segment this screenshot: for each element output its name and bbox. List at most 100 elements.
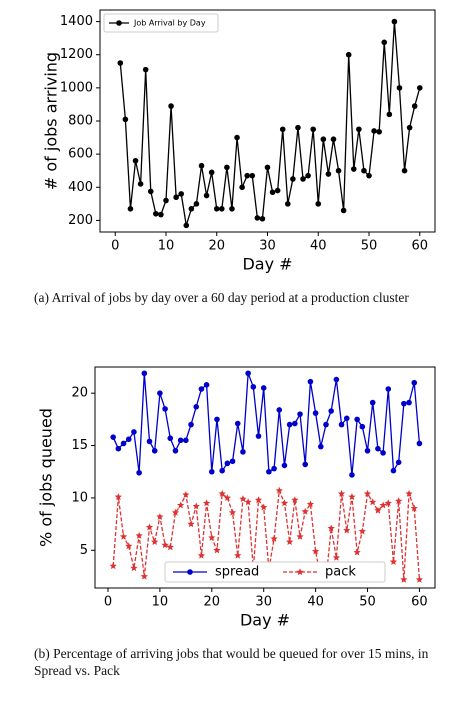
marker bbox=[356, 126, 362, 133]
y-tick-label: 5 bbox=[80, 543, 88, 558]
marker bbox=[348, 493, 356, 500]
marker bbox=[245, 370, 251, 377]
marker bbox=[234, 420, 241, 427]
marker bbox=[145, 523, 154, 531]
marker bbox=[183, 437, 189, 444]
plot-frame bbox=[94, 366, 436, 589]
marker bbox=[338, 421, 345, 428]
marker bbox=[391, 18, 398, 25]
marker bbox=[213, 206, 220, 212]
marker bbox=[332, 553, 340, 561]
marker bbox=[259, 215, 266, 222]
y-tick-label: 1000 bbox=[60, 80, 93, 95]
marker bbox=[375, 445, 381, 452]
marker bbox=[173, 194, 179, 201]
marker bbox=[274, 187, 281, 194]
marker bbox=[127, 206, 134, 212]
marker bbox=[369, 399, 376, 406]
marker bbox=[349, 472, 355, 478]
marker bbox=[310, 126, 316, 133]
x-tick-label: 10 bbox=[152, 595, 169, 610]
marker bbox=[188, 421, 194, 428]
series-line bbox=[112, 490, 421, 581]
marker bbox=[260, 385, 267, 391]
marker bbox=[119, 532, 128, 540]
caption: (b) Percentage of arriving jobs that wou… bbox=[34, 646, 429, 678]
legend-box bbox=[164, 561, 386, 583]
marker bbox=[239, 184, 245, 191]
marker bbox=[275, 486, 283, 494]
marker bbox=[260, 503, 268, 511]
marker bbox=[328, 408, 334, 414]
marker bbox=[390, 467, 397, 474]
marker bbox=[345, 51, 352, 58]
marker bbox=[234, 551, 242, 559]
marker bbox=[188, 206, 195, 212]
marker bbox=[276, 407, 283, 413]
x-axis-label: Day # bbox=[242, 255, 292, 274]
marker bbox=[219, 467, 225, 474]
x-tick-label: 20 bbox=[204, 595, 221, 610]
legend-marker bbox=[296, 568, 304, 576]
marker bbox=[323, 421, 329, 428]
marker bbox=[300, 176, 306, 182]
marker bbox=[290, 176, 296, 182]
marker bbox=[219, 206, 225, 212]
legend-box bbox=[103, 13, 219, 33]
marker bbox=[271, 465, 277, 472]
marker bbox=[115, 445, 122, 452]
marker bbox=[255, 433, 262, 439]
marker bbox=[333, 376, 340, 383]
marker bbox=[135, 531, 143, 539]
marker bbox=[130, 564, 138, 572]
marker bbox=[158, 211, 164, 218]
x-tick-label: 30 bbox=[259, 239, 276, 254]
marker bbox=[376, 128, 382, 135]
marker bbox=[389, 558, 398, 565]
marker bbox=[117, 60, 124, 66]
x-tick-label: 0 bbox=[104, 595, 112, 610]
marker bbox=[254, 215, 261, 221]
marker bbox=[208, 468, 215, 475]
marker bbox=[312, 410, 319, 416]
marker bbox=[380, 450, 386, 456]
marker bbox=[208, 169, 215, 176]
marker bbox=[177, 437, 184, 444]
marker bbox=[172, 447, 179, 454]
marker bbox=[401, 167, 408, 174]
marker bbox=[415, 575, 424, 583]
marker bbox=[369, 498, 377, 506]
marker bbox=[122, 116, 129, 123]
marker bbox=[400, 575, 408, 583]
series-line bbox=[119, 21, 421, 226]
marker bbox=[335, 167, 342, 174]
legend-marker bbox=[116, 20, 122, 26]
marker bbox=[187, 520, 195, 528]
marker bbox=[109, 562, 117, 570]
marker bbox=[312, 547, 320, 555]
marker bbox=[162, 406, 168, 412]
marker bbox=[396, 85, 403, 91]
marker bbox=[361, 167, 367, 174]
legend: spread pack bbox=[164, 561, 386, 583]
marker bbox=[411, 103, 418, 109]
marker bbox=[384, 499, 392, 507]
marker bbox=[395, 459, 402, 466]
x-tick-label: 50 bbox=[361, 239, 378, 254]
marker bbox=[371, 128, 377, 134]
marker bbox=[395, 497, 403, 505]
y-tick-label: 20 bbox=[71, 386, 88, 401]
marker bbox=[301, 507, 309, 515]
marker bbox=[214, 416, 220, 423]
marker bbox=[140, 572, 148, 580]
marker bbox=[295, 124, 301, 131]
marker bbox=[137, 181, 144, 187]
marker bbox=[224, 164, 230, 171]
marker bbox=[163, 197, 169, 204]
marker bbox=[213, 546, 221, 554]
marker bbox=[416, 440, 423, 447]
x-tick-label: 10 bbox=[158, 239, 175, 254]
marker bbox=[167, 435, 174, 442]
y-tick-label: 400 bbox=[68, 180, 93, 195]
